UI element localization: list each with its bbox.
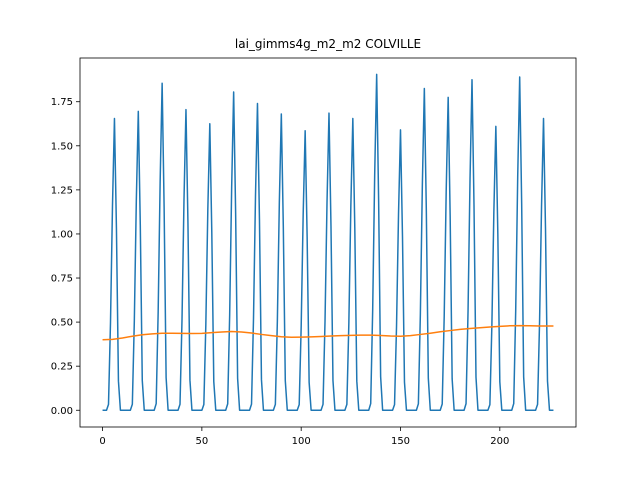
y-tick-label: 0.75 xyxy=(51,274,73,285)
y-tick-label: 1.50 xyxy=(51,141,73,152)
x-tick-label: 150 xyxy=(391,436,410,447)
y-tick-label: 0.25 xyxy=(51,362,73,373)
series-line-2 xyxy=(102,324,554,341)
plot-frame xyxy=(79,57,577,428)
axes-layer: 0 50 100 150 200 0.00 0.25 0.50 0.75 1.00 1.25 1.50… xyxy=(51,57,577,447)
series-layer xyxy=(102,73,554,411)
y-tick-label: 1.75 xyxy=(51,97,73,108)
x-tick-label: 50 xyxy=(195,436,208,447)
y-tick-label: 1.25 xyxy=(51,185,73,196)
x-tick-label: 100 xyxy=(292,436,311,447)
y-tick-label: 0.50 xyxy=(51,318,73,329)
y-tick-label: 0.00 xyxy=(51,406,73,417)
chart-title: lai_gimms4g_m2_m2 COLVILLE xyxy=(235,37,421,51)
x-tick-label: 200 xyxy=(490,436,509,447)
x-tick-label: 0 xyxy=(99,436,105,447)
series-line-1 xyxy=(102,73,554,411)
y-tick-label: 1.00 xyxy=(51,229,73,240)
